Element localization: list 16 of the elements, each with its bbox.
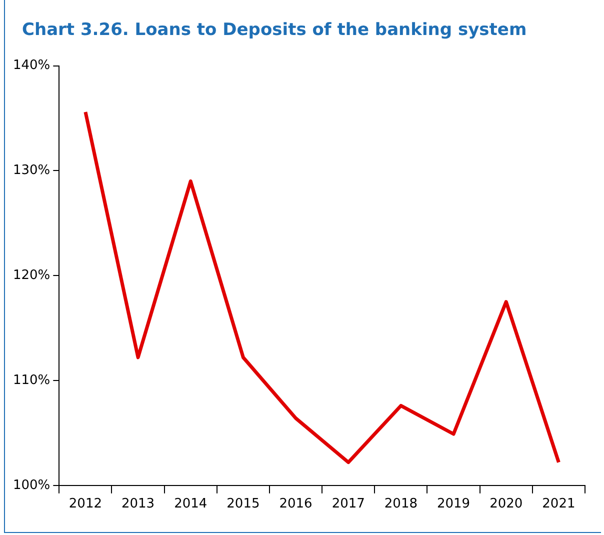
x-tick-label: 2018: [384, 496, 418, 512]
y-tick-label: 100%: [12, 478, 50, 493]
x-tick-label: 2013: [121, 496, 155, 512]
x-tick-label: 2015: [226, 496, 260, 512]
y-tick-label: 130%: [12, 163, 50, 178]
y-tick-label: 110%: [12, 372, 50, 388]
chart-title: Chart 3.26. Loans to Deposits of the banking system: [22, 20, 527, 40]
y-tick-label: 140%: [12, 58, 50, 74]
x-tick-label: 2020: [490, 496, 523, 512]
x-tick-label: 2012: [68, 496, 102, 512]
x-tick-label: 2021: [542, 496, 576, 512]
x-tick-label: 2019: [436, 496, 470, 512]
x-tick-label: 2017: [332, 496, 365, 512]
x-tick-label: 2014: [174, 496, 208, 512]
x-tick-label: 2016: [279, 496, 312, 512]
y-tick-label: 120%: [12, 268, 50, 283]
